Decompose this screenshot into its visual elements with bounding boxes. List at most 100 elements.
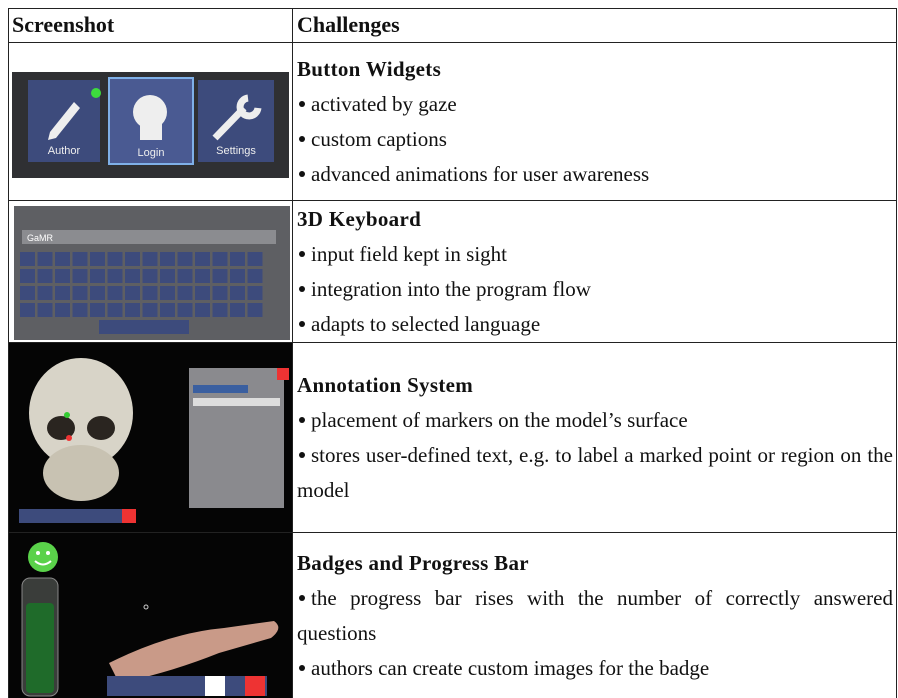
key bbox=[107, 303, 123, 317]
header-cell: Screenshot bbox=[12, 12, 115, 37]
key bbox=[37, 303, 53, 317]
space-key bbox=[99, 320, 189, 334]
key bbox=[230, 303, 245, 317]
badge bbox=[46, 551, 50, 555]
bullet-text: authors can create custom images for the… bbox=[311, 655, 710, 680]
annotation-screenshot bbox=[9, 343, 292, 532]
close-button bbox=[245, 676, 265, 696]
bullet-item: adapts to selected language bbox=[297, 307, 893, 342]
bullet bbox=[299, 665, 305, 672]
key bbox=[107, 269, 123, 283]
key bbox=[90, 303, 105, 317]
key bbox=[142, 303, 158, 317]
bullet bbox=[299, 417, 305, 424]
key bbox=[247, 303, 263, 317]
progress-fill bbox=[26, 603, 54, 693]
bullet bbox=[299, 101, 305, 108]
panel-field bbox=[193, 385, 248, 393]
input-field bbox=[22, 230, 276, 244]
bullet bbox=[299, 452, 305, 459]
button-caption: Settings bbox=[216, 145, 256, 157]
key bbox=[142, 252, 158, 266]
challenge-cell: Button Widgets activated by gaze custom ca… bbox=[297, 43, 893, 200]
key bbox=[20, 252, 35, 266]
challenge-cell: Annotation System placement of markers on… bbox=[297, 343, 893, 532]
cursor bbox=[143, 604, 149, 610]
rule bbox=[8, 42, 897, 43]
close-button bbox=[277, 368, 289, 380]
bullet-item: authors can create custom images for the… bbox=[297, 651, 893, 686]
challenge-cell: Badges and Progress Bar the progress bar … bbox=[297, 533, 893, 698]
bullet-text: integration into the program flow bbox=[311, 276, 591, 301]
bullet-item: advanced animations for user awareness bbox=[297, 157, 893, 192]
rule bbox=[8, 532, 897, 533]
badge bbox=[28, 542, 58, 572]
key bbox=[195, 286, 210, 300]
key bbox=[247, 252, 263, 266]
header-cell: Challenges bbox=[297, 12, 400, 37]
eye-socket bbox=[47, 416, 75, 440]
bullet-item: activated by gaze bbox=[297, 87, 893, 122]
key bbox=[160, 269, 175, 283]
toolbar-button bbox=[205, 676, 225, 696]
badge bbox=[36, 551, 40, 555]
eye-socket bbox=[87, 416, 115, 440]
bullet-text: adapts to selected language bbox=[311, 311, 541, 336]
rule bbox=[8, 200, 897, 201]
key bbox=[212, 269, 228, 283]
key bbox=[177, 303, 193, 317]
bullet-text: custom captions bbox=[311, 126, 447, 151]
bullet-item: stores user-defined text, e.g. to label … bbox=[297, 438, 893, 508]
keyboard-screenshot: GaMR bbox=[14, 206, 290, 340]
bullet-text: stores user-defined text, e.g. to label … bbox=[297, 442, 893, 502]
key bbox=[72, 269, 88, 283]
key bbox=[212, 252, 228, 266]
status-dot bbox=[91, 88, 101, 98]
rule bbox=[8, 8, 897, 9]
key bbox=[20, 269, 35, 283]
key bbox=[177, 286, 193, 300]
bullet bbox=[299, 595, 305, 602]
key bbox=[125, 252, 140, 266]
key bbox=[160, 303, 175, 317]
row-title: Button Widgets bbox=[297, 56, 442, 81]
key bbox=[212, 303, 228, 317]
panel-field bbox=[193, 398, 280, 406]
skull bbox=[43, 445, 119, 501]
toolbar bbox=[107, 676, 267, 696]
key bbox=[55, 286, 70, 300]
row-title: Annotation System bbox=[297, 372, 474, 397]
key bbox=[195, 303, 210, 317]
challenge-cell: 3D Keyboard input field kept in sight inte… bbox=[297, 201, 893, 342]
key bbox=[125, 269, 140, 283]
bullet-text: the progress bar rises with the number o… bbox=[297, 585, 893, 645]
bullet bbox=[299, 171, 305, 178]
hand-model bbox=[109, 621, 279, 683]
button-screenshot: Author Login Settings bbox=[12, 72, 289, 178]
bullet-text: input field kept in sight bbox=[311, 241, 507, 266]
key bbox=[142, 286, 158, 300]
row-title: Badges and Progress Bar bbox=[297, 550, 529, 575]
bullet bbox=[299, 136, 305, 143]
key bbox=[55, 252, 70, 266]
bullet-item: the progress bar rises with the number o… bbox=[297, 581, 893, 651]
marker bbox=[66, 435, 72, 441]
button-caption: Author bbox=[48, 145, 81, 157]
key bbox=[107, 286, 123, 300]
key bbox=[72, 252, 88, 266]
key bbox=[247, 269, 263, 283]
key bbox=[142, 269, 158, 283]
key bbox=[177, 269, 193, 283]
icon bbox=[48, 102, 80, 140]
key bbox=[37, 286, 53, 300]
icon bbox=[140, 124, 162, 140]
bullet-text: placement of markers on the model’s surf… bbox=[311, 407, 688, 432]
key bbox=[107, 252, 123, 266]
key bbox=[90, 286, 105, 300]
key bbox=[125, 303, 140, 317]
key bbox=[37, 252, 53, 266]
bullet-item: custom captions bbox=[297, 122, 893, 157]
badge bbox=[34, 560, 52, 566]
key bbox=[37, 269, 53, 283]
key bbox=[212, 286, 228, 300]
